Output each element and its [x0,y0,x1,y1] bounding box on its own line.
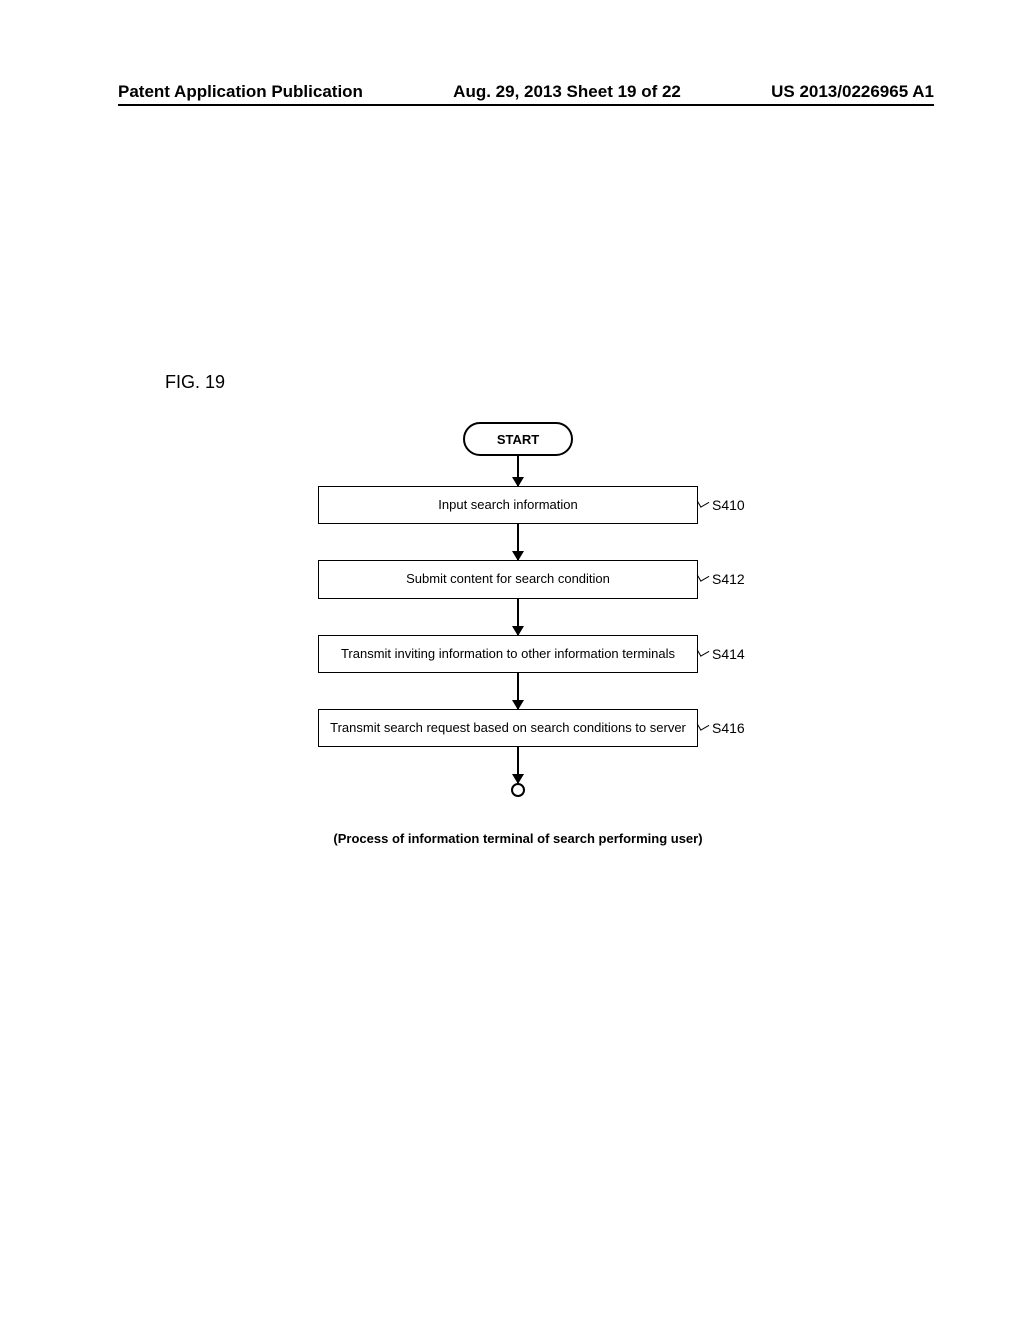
header-rule [118,104,934,106]
step-label: S410 [712,497,745,513]
flowchart-caption: (Process of information terminal of sear… [268,831,768,848]
start-label: START [497,432,539,447]
connector [511,783,525,797]
header-left: Patent Application Publication [118,82,363,102]
process-box: Input search information [318,486,698,524]
page-header: Patent Application Publication Aug. 29, … [118,82,934,102]
flowchart: START Input search information S410 Subm… [268,422,768,848]
process-text: Input search information [438,497,577,512]
header-right: US 2013/0226965 A1 [771,82,934,102]
process-step: Transmit search request based on search … [268,709,768,747]
arrow [268,599,768,635]
process-text: Submit content for search condition [406,571,610,586]
process-box: Submit content for search condition [318,560,698,598]
step-label: S412 [712,571,745,587]
process-step: Transmit inviting information to other i… [268,635,768,673]
process-text: Transmit inviting information to other i… [341,646,675,661]
arrow [268,456,768,486]
header-center: Aug. 29, 2013 Sheet 19 of 22 [453,82,681,102]
process-step: Input search information S410 [268,486,768,524]
arrow [268,673,768,709]
process-box: Transmit search request based on search … [318,709,698,747]
step-label: S416 [712,720,745,736]
figure-label: FIG. 19 [165,372,225,393]
arrow [268,747,768,783]
process-step: Submit content for search condition S412 [268,560,768,598]
arrow [268,524,768,560]
process-box: Transmit inviting information to other i… [318,635,698,673]
step-label: S414 [712,646,745,662]
process-text: Transmit search request based on search … [330,720,686,735]
start-terminator: START [463,422,573,456]
